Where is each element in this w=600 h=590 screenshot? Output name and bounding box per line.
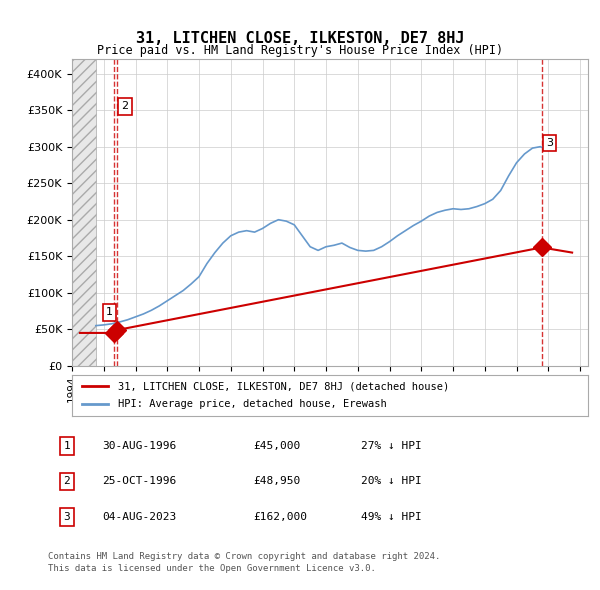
Text: Price paid vs. HM Land Registry's House Price Index (HPI): Price paid vs. HM Land Registry's House …: [97, 44, 503, 57]
Text: 25-OCT-1996: 25-OCT-1996: [102, 477, 176, 486]
Text: HPI: Average price, detached house, Erewash: HPI: Average price, detached house, Erew…: [118, 399, 387, 409]
Text: 31, LITCHEN CLOSE, ILKESTON, DE7 8HJ (detached house): 31, LITCHEN CLOSE, ILKESTON, DE7 8HJ (de…: [118, 381, 449, 391]
Text: £45,000: £45,000: [253, 441, 301, 451]
Text: 3: 3: [64, 512, 70, 522]
Text: Contains HM Land Registry data © Crown copyright and database right 2024.: Contains HM Land Registry data © Crown c…: [48, 552, 440, 561]
Text: 31, LITCHEN CLOSE, ILKESTON, DE7 8HJ: 31, LITCHEN CLOSE, ILKESTON, DE7 8HJ: [136, 31, 464, 46]
Text: 1: 1: [64, 441, 70, 451]
Bar: [72, 59, 96, 366]
Text: 49% ↓ HPI: 49% ↓ HPI: [361, 512, 422, 522]
Text: 30-AUG-1996: 30-AUG-1996: [102, 441, 176, 451]
Text: 3: 3: [546, 138, 553, 148]
Text: £48,950: £48,950: [253, 477, 301, 486]
Text: 27% ↓ HPI: 27% ↓ HPI: [361, 441, 422, 451]
Text: 1: 1: [106, 307, 113, 317]
Text: 2: 2: [64, 477, 70, 486]
Text: 2: 2: [121, 101, 128, 112]
Text: This data is licensed under the Open Government Licence v3.0.: This data is licensed under the Open Gov…: [48, 564, 376, 573]
Text: £162,000: £162,000: [253, 512, 307, 522]
Text: 20% ↓ HPI: 20% ↓ HPI: [361, 477, 422, 486]
Text: 04-AUG-2023: 04-AUG-2023: [102, 512, 176, 522]
